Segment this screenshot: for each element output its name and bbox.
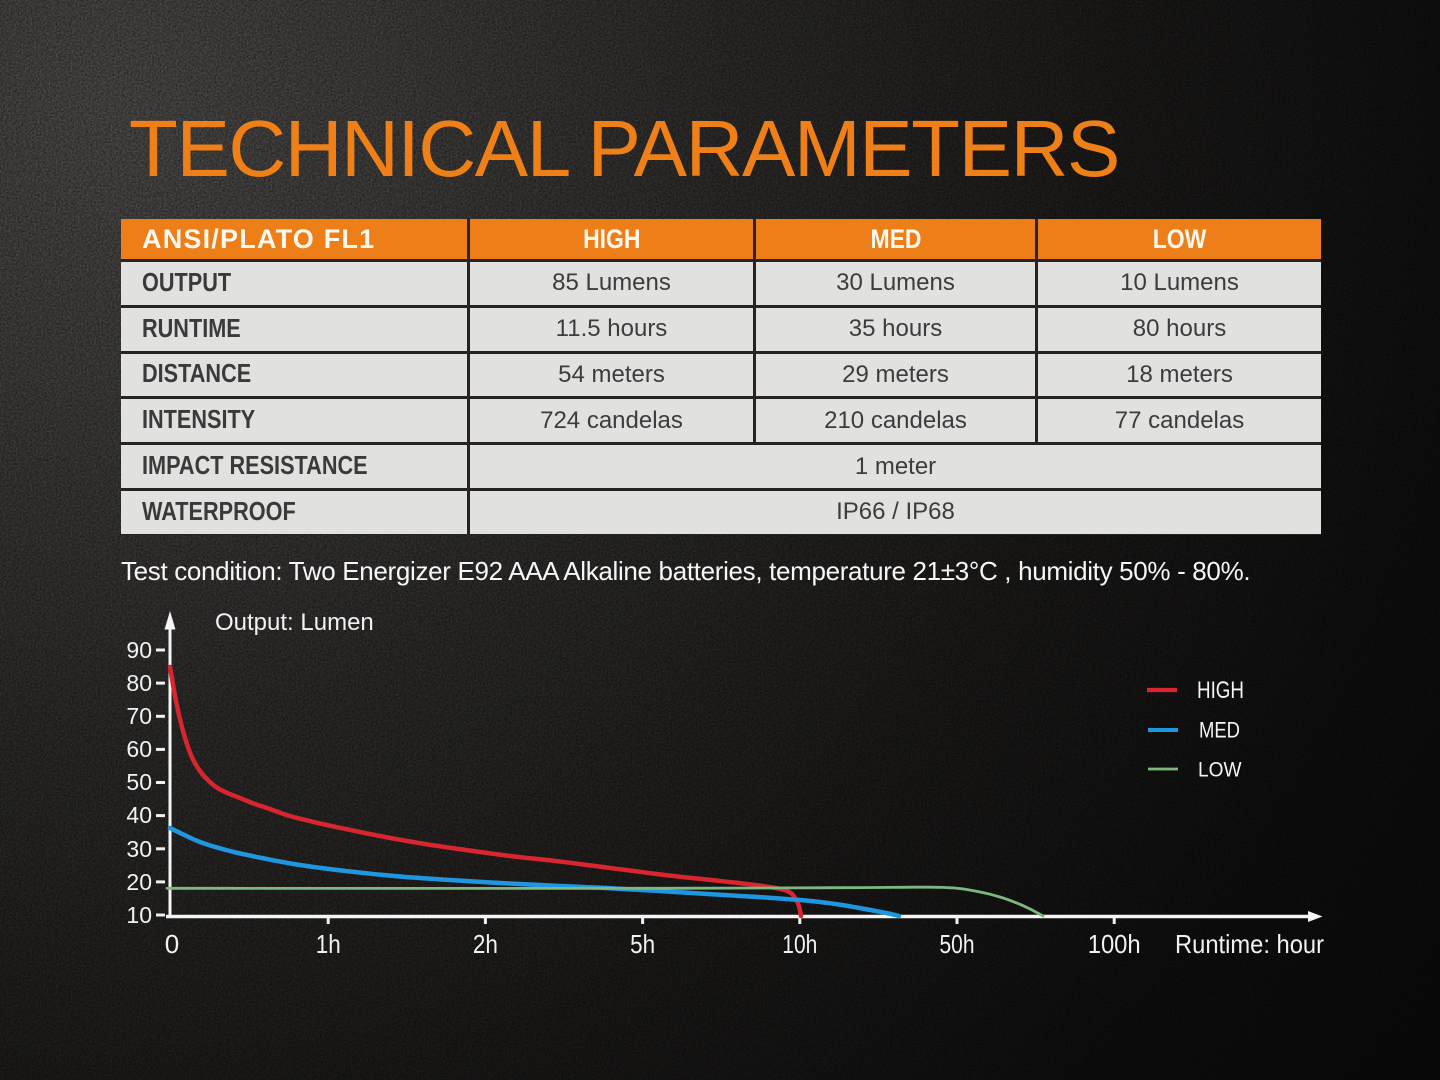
svg-text:100h: 100h — [1088, 929, 1141, 959]
svg-text:10h: 10h — [782, 929, 817, 959]
svg-text:1h: 1h — [316, 929, 341, 959]
svg-text:50h: 50h — [940, 929, 975, 959]
svg-text:MED: MED — [1199, 718, 1240, 743]
svg-text:10: 10 — [126, 902, 152, 928]
svg-text:80: 80 — [126, 670, 152, 696]
svg-text:2h: 2h — [473, 929, 498, 959]
svg-text:Runtime: hour: Runtime: hour — [1175, 929, 1324, 959]
svg-text:0: 0 — [165, 929, 179, 959]
svg-text:50: 50 — [126, 769, 152, 795]
svg-text:HIGH: HIGH — [1197, 677, 1244, 704]
svg-text:LOW: LOW — [1198, 758, 1242, 782]
svg-text:40: 40 — [126, 802, 152, 828]
svg-text:30: 30 — [126, 836, 152, 862]
svg-text:5h: 5h — [630, 929, 655, 959]
svg-text:90: 90 — [126, 637, 152, 663]
svg-text:Output: Lumen: Output: Lumen — [215, 609, 374, 636]
svg-text:70: 70 — [126, 703, 152, 729]
svg-text:60: 60 — [126, 736, 152, 762]
svg-text:20: 20 — [126, 869, 152, 895]
